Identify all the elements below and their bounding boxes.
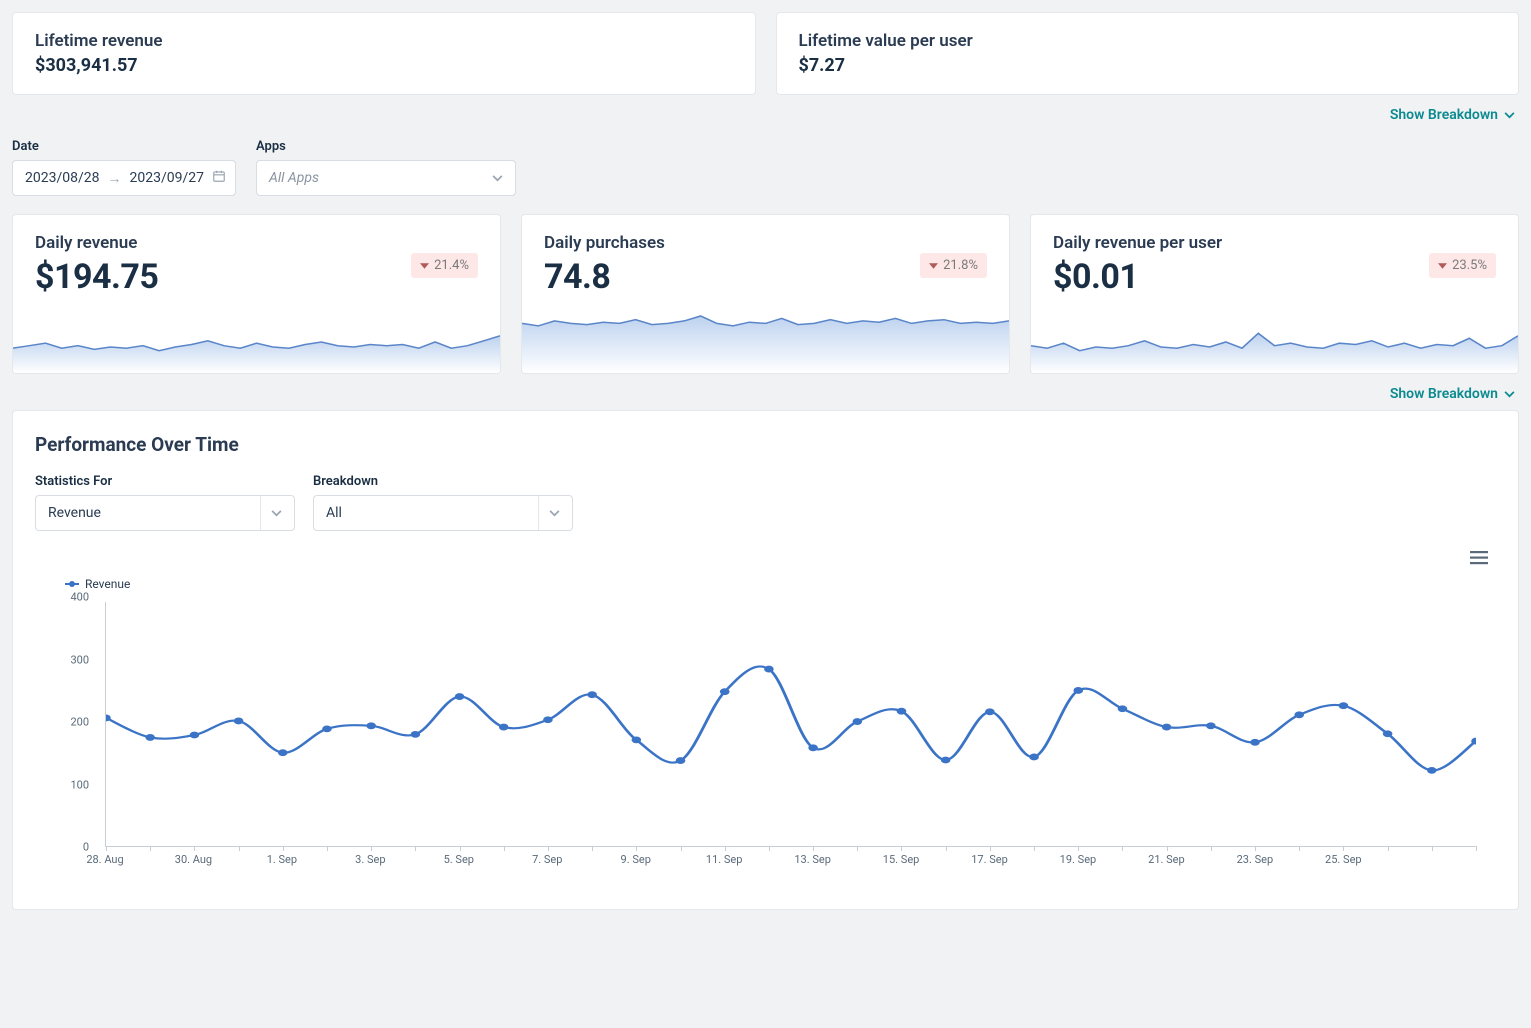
stats-for-label: Statistics For <box>35 474 295 489</box>
date-filter-label: Date <box>12 139 236 154</box>
daily-purchases-delta: 21.8% <box>920 253 987 278</box>
y-axis-label: 0 <box>83 841 89 854</box>
daily-purchases-delta-value: 21.8% <box>943 258 978 273</box>
chevron-down-icon <box>271 510 282 517</box>
daily-rpu-value: $0.01 <box>1053 257 1222 297</box>
x-axis-label: 28. Aug <box>86 853 123 866</box>
lifetime-revenue-card: Lifetime revenue $303,941.57 <box>12 12 756 95</box>
lifetime-value-title: Lifetime value per user <box>799 31 1497 51</box>
daily-revenue-delta-value: 21.4% <box>434 258 469 273</box>
x-axis-label: 25. Sep <box>1325 853 1362 866</box>
caret-down-icon <box>929 263 938 269</box>
y-axis-label: 400 <box>70 591 89 604</box>
x-axis-label: 21. Sep <box>1148 853 1185 866</box>
show-breakdown-label: Show Breakdown <box>1390 386 1498 402</box>
daily-revenue-title: Daily revenue <box>35 233 158 253</box>
lifetime-cards-row: Lifetime revenue $303,941.57 Lifetime va… <box>12 12 1519 95</box>
lifetime-value-card: Lifetime value per user $7.27 <box>776 12 1520 95</box>
show-breakdown-label: Show Breakdown <box>1390 107 1498 123</box>
performance-chart: 0100200300400 28. Aug30. Aug1. Sep3. Sep… <box>35 597 1496 887</box>
breakdown-select-label: Breakdown <box>313 474 573 489</box>
x-axis-label: 3. Sep <box>355 853 385 866</box>
daily-purchases-card: Daily purchases 74.8 21.8% <box>521 214 1010 374</box>
chart-menu-icon[interactable] <box>1470 551 1488 569</box>
lifetime-revenue-title: Lifetime revenue <box>35 31 733 51</box>
y-axis-label: 200 <box>70 716 89 729</box>
daily-rpu-delta-value: 23.5% <box>1452 258 1487 273</box>
calendar-icon <box>212 169 226 187</box>
x-axis-label: 11. Sep <box>706 853 743 866</box>
x-axis-label: 17. Sep <box>971 853 1008 866</box>
performance-card: Performance Over Time Statistics For Rev… <box>12 410 1519 910</box>
daily-purchases-sparkline <box>522 311 1009 373</box>
x-axis-label: 15. Sep <box>883 853 920 866</box>
chevron-down-icon <box>1504 112 1515 119</box>
breakdown-select[interactable]: All <box>313 495 573 531</box>
date-from: 2023/08/28 <box>25 170 100 186</box>
performance-filters: Statistics For Revenue Breakdown All <box>35 474 1496 531</box>
x-axis-label: 23. Sep <box>1237 853 1274 866</box>
daily-purchases-value: 74.8 <box>544 257 665 297</box>
x-axis-label: 1. Sep <box>267 853 297 866</box>
y-axis-label: 300 <box>70 653 89 666</box>
legend-marker-icon <box>65 583 79 585</box>
chart-legend[interactable]: Revenue <box>35 573 1496 597</box>
daily-revenue-sparkline <box>13 311 500 373</box>
daily-purchases-title: Daily purchases <box>544 233 665 253</box>
chevron-down-icon <box>1504 391 1515 398</box>
arrow-right-icon: → <box>108 170 122 187</box>
breakdown-select-value: All <box>326 505 342 521</box>
apps-select[interactable]: All Apps <box>256 160 516 196</box>
x-axis-label: 13. Sep <box>794 853 831 866</box>
stats-for-select[interactable]: Revenue <box>35 495 295 531</box>
legend-label: Revenue <box>85 577 130 591</box>
x-axis-label: 5. Sep <box>444 853 474 866</box>
daily-revenue-value: $194.75 <box>35 257 158 297</box>
date-range-input[interactable]: 2023/08/28 → 2023/09/27 <box>12 160 236 196</box>
apps-filter-group: Apps All Apps <box>256 139 516 196</box>
lifetime-revenue-value: $303,941.57 <box>35 55 733 76</box>
daily-rpu-delta: 23.5% <box>1429 253 1496 278</box>
date-filter-group: Date 2023/08/28 → 2023/09/27 <box>12 139 236 196</box>
y-axis-label: 100 <box>70 778 89 791</box>
chevron-down-icon <box>492 170 503 186</box>
daily-revenue-card: Daily revenue $194.75 21.4% <box>12 214 501 374</box>
show-breakdown-link-bottom[interactable]: Show Breakdown <box>12 374 1519 410</box>
daily-rpu-title: Daily revenue per user <box>1053 233 1222 253</box>
stat-cards-row: Daily revenue $194.75 21.4% Daily purcha… <box>12 214 1519 374</box>
apps-filter-label: Apps <box>256 139 516 154</box>
stats-for-value: Revenue <box>48 505 101 521</box>
filters-row: Date 2023/08/28 → 2023/09/27 Apps All Ap… <box>12 139 1519 196</box>
caret-down-icon <box>420 263 429 269</box>
x-axis-label: 7. Sep <box>532 853 562 866</box>
x-axis-label: 9. Sep <box>621 853 651 866</box>
daily-revenue-delta: 21.4% <box>411 253 478 278</box>
show-breakdown-link-top[interactable]: Show Breakdown <box>12 95 1519 131</box>
lifetime-value-value: $7.27 <box>799 55 1497 76</box>
daily-revenue-per-user-card: Daily revenue per user $0.01 23.5% <box>1030 214 1519 374</box>
performance-title: Performance Over Time <box>35 433 1496 456</box>
chevron-down-icon <box>549 510 560 517</box>
caret-down-icon <box>1438 263 1447 269</box>
daily-rpu-sparkline <box>1031 311 1518 373</box>
apps-select-value: All Apps <box>269 170 319 186</box>
x-axis-label: 30. Aug <box>175 853 212 866</box>
date-to: 2023/09/27 <box>130 170 205 186</box>
x-axis-label: 19. Sep <box>1060 853 1097 866</box>
